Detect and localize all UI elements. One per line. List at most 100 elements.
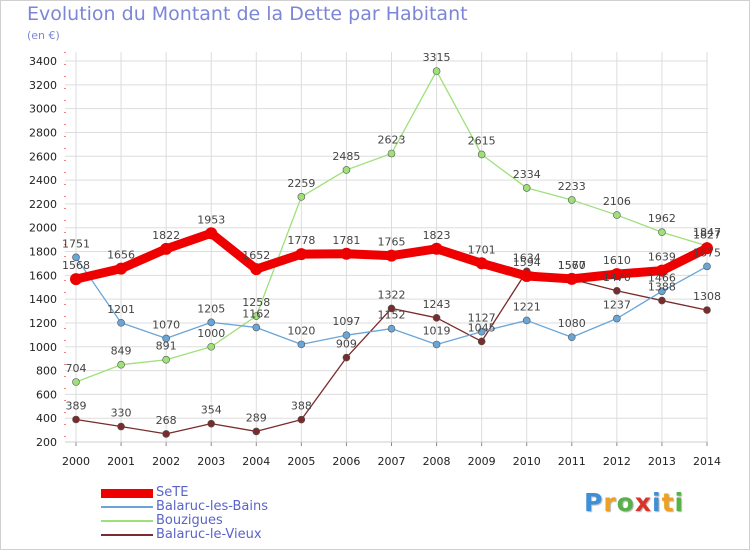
x-tick-label: 2006 <box>332 455 360 468</box>
y-tick-label: 3200 <box>29 79 57 92</box>
x-tick-label: 2005 <box>287 455 315 468</box>
data-point <box>613 314 621 323</box>
data-label: 1152 <box>378 309 406 322</box>
y-tick-label: 3000 <box>29 103 57 116</box>
data-label: 1080 <box>558 317 586 330</box>
logo-letter: i <box>652 488 662 517</box>
data-label: 289 <box>246 411 267 424</box>
data-point <box>658 287 666 296</box>
y-tick-label: 1200 <box>29 317 57 330</box>
data-point <box>387 304 396 313</box>
data-label: 389 <box>66 399 87 412</box>
data-label: 268 <box>156 414 177 427</box>
data-point <box>432 314 441 322</box>
data-point <box>613 286 621 295</box>
data-point <box>117 319 125 327</box>
data-point <box>430 242 443 255</box>
data-point <box>658 228 666 237</box>
data-label: 1656 <box>107 249 135 262</box>
data-label: 1765 <box>378 236 406 249</box>
logo-letter: x <box>634 488 652 517</box>
data-label: 1201 <box>107 303 135 316</box>
data-point <box>72 415 80 424</box>
data-point <box>520 270 533 283</box>
data-point <box>477 327 486 336</box>
y-tick-label: 2800 <box>29 126 57 139</box>
data-label: 1675 <box>693 246 721 259</box>
y-tick-label: 1600 <box>29 269 57 282</box>
x-tick-label: 2001 <box>107 455 135 468</box>
logo-letter: P <box>584 488 604 517</box>
data-label: 909 <box>336 338 357 351</box>
legend-label: Bouzigues <box>156 513 223 528</box>
data-label: 2233 <box>558 180 586 193</box>
data-label: 1388 <box>648 281 676 294</box>
data-point <box>207 419 216 428</box>
data-label: 1221 <box>513 300 541 313</box>
data-label: 2106 <box>603 195 631 208</box>
legend-swatch <box>101 520 153 522</box>
legend-swatch <box>101 506 153 508</box>
data-label: 1634 <box>513 251 541 264</box>
data-point <box>160 242 173 255</box>
y-tick-label: 1000 <box>29 341 57 354</box>
data-label: 354 <box>201 404 222 417</box>
data-point <box>162 355 170 364</box>
x-tick-label: 2013 <box>648 455 676 468</box>
data-label: 1567 <box>558 259 586 272</box>
x-tick-label: 2002 <box>152 455 180 468</box>
y-tick-label: 400 <box>36 412 57 425</box>
data-label: 1162 <box>242 307 270 320</box>
logo-letter: o <box>616 488 635 517</box>
data-point <box>340 247 353 260</box>
data-label: 1237 <box>603 299 631 312</box>
data-point <box>205 227 218 240</box>
chart-subtitle: (en €) <box>27 29 60 42</box>
data-label: 1466 <box>648 271 676 284</box>
data-point <box>297 415 306 424</box>
data-point <box>70 273 82 286</box>
data-label: 1019 <box>423 324 451 337</box>
data-label: 1205 <box>197 302 225 315</box>
data-label: 1701 <box>468 243 496 256</box>
data-label: 1823 <box>423 229 451 242</box>
chart-title: Evolution du Montant de la Dette par Hab… <box>27 3 468 25</box>
data-label: 704 <box>66 362 87 375</box>
data-label: 1827 <box>693 228 721 241</box>
legend-label: Balaruc-le-Vieux <box>156 527 262 542</box>
data-point <box>117 360 125 369</box>
data-point <box>567 333 576 342</box>
data-point <box>432 340 441 349</box>
data-point <box>115 262 128 275</box>
axes: 200 400 600 800 1000 1200 1400 1600 1800 2000 2200… <box>29 52 721 468</box>
y-tick-label: 2200 <box>29 198 57 211</box>
logo-letter: i <box>674 488 685 517</box>
data-label: 2334 <box>513 168 541 181</box>
data-point <box>432 67 441 75</box>
data-point <box>477 337 486 346</box>
legend-label: SeTE <box>156 485 189 500</box>
proxiti-logo: Proxiti <box>584 488 684 517</box>
y-tick-label: 600 <box>36 388 57 401</box>
data-label: 1568 <box>62 259 90 272</box>
y-tick-label: 3400 <box>29 55 57 68</box>
y-tick-label: 2000 <box>29 222 57 235</box>
data-point <box>297 193 306 201</box>
data-point <box>72 378 80 386</box>
data-label: 1127 <box>468 312 496 325</box>
legend-swatch <box>101 488 153 498</box>
data-point <box>567 196 576 204</box>
data-label: 1953 <box>197 213 225 226</box>
x-tick-label: 2007 <box>378 455 406 468</box>
data-point <box>522 184 531 192</box>
data-label: 1570 <box>558 259 586 272</box>
data-point <box>162 334 170 343</box>
data-point <box>565 272 578 285</box>
data-label: 849 <box>111 345 132 358</box>
data-label: 1847 <box>693 226 721 239</box>
x-tick-label: 2003 <box>197 455 225 468</box>
y-tick-label: 1400 <box>29 293 57 306</box>
data-label: 1322 <box>378 288 406 301</box>
data-label: 2623 <box>378 134 406 147</box>
